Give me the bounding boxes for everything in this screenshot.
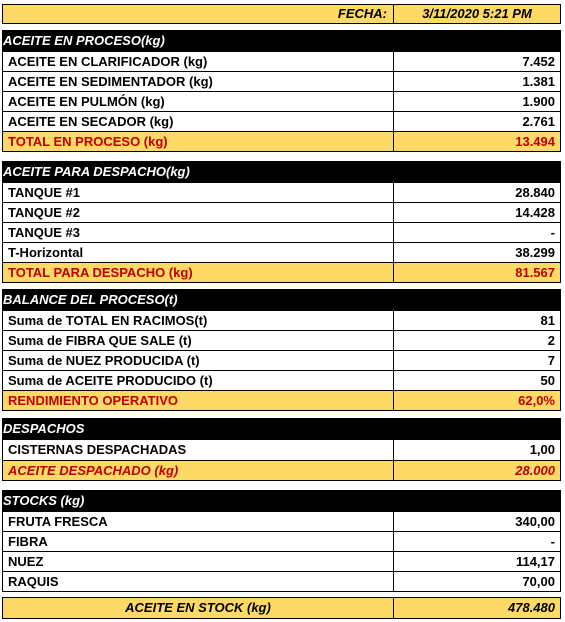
total-label: TOTAL EN PROCESO (kg) <box>3 132 394 151</box>
total-value: 62,0% <box>518 393 555 408</box>
row-label: FIBRA <box>3 532 394 551</box>
total-label: RENDIMIENTO OPERATIVO <box>3 391 394 410</box>
row-label: T-Horizontal <box>3 243 394 262</box>
row-value: 38.299 <box>515 245 555 260</box>
row-label: TANQUE #2 <box>3 203 394 222</box>
table-row: ACEITE EN CLARIFICADOR (kg) 7.452 <box>3 51 560 71</box>
row-label: NUEZ <box>3 552 394 571</box>
row-label: Suma de ACEITE PRODUCIDO (t) <box>3 371 394 390</box>
row-label: ACEITE EN SEDIMENTADOR (kg) <box>3 72 394 91</box>
row-value: 70,00 <box>522 574 555 589</box>
section-title: ACEITE EN PROCESO(kg) <box>3 31 560 51</box>
section-title: DESPACHOS <box>3 419 560 439</box>
total-value: 28.000 <box>515 463 555 478</box>
section-despachos: DESPACHOS CISTERNAS DESPACHADAS 1,00 ACEI… <box>2 418 561 481</box>
row-label: TANQUE #1 <box>3 183 394 202</box>
row-label: ACEITE EN SECADOR (kg) <box>3 112 394 131</box>
row-value: - <box>550 534 555 549</box>
table-row: TANQUE #2 14.428 <box>3 202 560 222</box>
table-row: ACEITE EN SEDIMENTADOR (kg) 1.381 <box>3 71 560 91</box>
row-value: 50 <box>540 373 555 388</box>
row-value: 81 <box>540 313 555 328</box>
row-label: TANQUE #3 <box>3 223 394 242</box>
table-row: TANQUE #1 28.840 <box>3 182 560 202</box>
table-row: Suma de FIBRA QUE SALE (t) 2 <box>3 330 560 350</box>
section-proceso: ACEITE EN PROCESO(kg) ACEITE EN CLARIFIC… <box>2 30 561 152</box>
row-value: 14.428 <box>515 205 555 220</box>
table-row: CISTERNAS DESPACHADAS 1,00 <box>3 439 560 460</box>
row-label: ACEITE EN CLARIFICADOR (kg) <box>3 52 394 71</box>
total-label: ACEITE EN STOCK (kg) <box>3 598 394 618</box>
total-row: ACEITE EN STOCK (kg) 478.480 <box>3 598 560 618</box>
row-value: 7.452 <box>522 54 555 69</box>
row-label: ACEITE EN PULMÓN (kg) <box>3 92 394 111</box>
table-row: Suma de TOTAL EN RACIMOS(t) 81 <box>3 310 560 330</box>
total-row: ACEITE DESPACHADO (kg) 28.000 <box>3 460 560 480</box>
total-label: TOTAL PARA DESPACHO (kg) <box>3 263 394 282</box>
section-despacho: ACEITE PARA DESPACHO(kg) TANQUE #1 28.840… <box>2 161 561 283</box>
row-value: 1,00 <box>529 442 555 457</box>
section-stocks: STOCKS (kg) FRUTA FRESCA 340,00 FIBRA - NU… <box>2 490 561 592</box>
row-value: 2 <box>547 333 555 348</box>
row-value: 2.761 <box>522 114 555 129</box>
date-bar: FECHA: 3/11/2020 5:21 PM <box>2 4 561 24</box>
row-value: 1.381 <box>522 74 555 89</box>
row-label: Suma de TOTAL EN RACIMOS(t) <box>3 311 394 330</box>
section-balance: BALANCE DEL PROCESO(t) Suma de TOTAL EN … <box>2 289 561 411</box>
total-value: 478.480 <box>508 600 555 615</box>
row-value: 114,17 <box>515 554 555 569</box>
total-label: ACEITE DESPACHADO (kg) <box>3 461 394 480</box>
table-row: ACEITE EN SECADOR (kg) 2.761 <box>3 111 560 131</box>
date-label: FECHA: <box>3 5 394 23</box>
table-row: FRUTA FRESCA 340,00 <box>3 511 560 531</box>
total-row: RENDIMIENTO OPERATIVO 62,0% <box>3 390 560 410</box>
row-value: 28.840 <box>515 185 555 200</box>
row-label: RAQUIS <box>3 572 394 591</box>
section-stock-total: ACEITE EN STOCK (kg) 478.480 <box>2 597 561 619</box>
row-value: 340,00 <box>515 514 555 529</box>
total-row: TOTAL PARA DESPACHO (kg) 81.567 <box>3 262 560 282</box>
table-row: FIBRA - <box>3 531 560 551</box>
row-label: Suma de NUEZ PRODUCIDA (t) <box>3 351 394 370</box>
table-row: NUEZ 114,17 <box>3 551 560 571</box>
table-row: ACEITE EN PULMÓN (kg) 1.900 <box>3 91 560 111</box>
row-value: 7 <box>547 353 555 368</box>
table-row: RAQUIS 70,00 <box>3 571 560 591</box>
section-title: STOCKS (kg) <box>3 491 560 511</box>
row-value: - <box>550 225 555 240</box>
total-value: 81.567 <box>515 265 555 280</box>
table-row: Suma de NUEZ PRODUCIDA (t) 7 <box>3 350 560 370</box>
table-row: TANQUE #3 - <box>3 222 560 242</box>
total-value: 13.494 <box>515 134 555 149</box>
row-label: CISTERNAS DESPACHADAS <box>3 440 394 460</box>
section-title: BALANCE DEL PROCESO(t) <box>3 290 560 310</box>
date-value: 3/11/2020 5:21 PM <box>422 6 532 21</box>
section-title: ACEITE PARA DESPACHO(kg) <box>3 162 560 182</box>
table-row: Suma de ACEITE PRODUCIDO (t) 50 <box>3 370 560 390</box>
row-value: 1.900 <box>522 94 555 109</box>
total-row: TOTAL EN PROCESO (kg) 13.494 <box>3 131 560 151</box>
row-label: FRUTA FRESCA <box>3 512 394 531</box>
table-row: T-Horizontal 38.299 <box>3 242 560 262</box>
row-label: Suma de FIBRA QUE SALE (t) <box>3 331 394 350</box>
